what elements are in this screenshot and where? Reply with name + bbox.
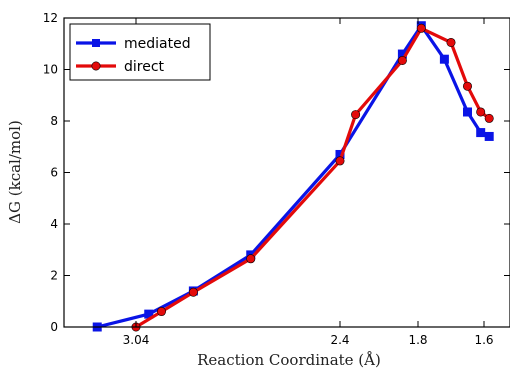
x-axis-label: Reaction Coordinate (Å): [197, 351, 381, 369]
data-point-direct: [246, 254, 256, 264]
x-tick-label: 2.4: [330, 333, 349, 347]
data-point-direct: [351, 110, 361, 120]
data-point-direct: [446, 37, 456, 47]
y-tick-label: 10: [43, 63, 58, 77]
data-point-direct: [335, 156, 345, 166]
y-tick-label: 8: [50, 114, 58, 128]
y-tick-label: 4: [50, 217, 58, 231]
legend: mediated direct: [69, 23, 211, 81]
legend-label-mediated: mediated: [124, 36, 191, 52]
x-tick-label: 1.8: [408, 333, 427, 347]
legend-label-direct: direct: [124, 59, 165, 75]
data-point-mediated: [484, 131, 494, 141]
data-point-direct: [476, 107, 486, 117]
y-tick-label: 0: [50, 320, 58, 334]
data-point-direct: [416, 23, 426, 33]
data-point-direct: [188, 287, 198, 297]
axes: 0 2 4 6 8 10 12 3.04 2.4 1.8 1.6: [43, 11, 510, 347]
data-point-direct: [484, 113, 494, 123]
y-tick-label: 2: [50, 269, 58, 283]
series-line-direct: [134, 26, 491, 329]
legend-marker-direct: [91, 61, 101, 71]
data-point-mediated: [463, 107, 472, 117]
data-point-direct: [157, 307, 167, 317]
x-tick-label: 3.04: [123, 333, 150, 347]
legend-box: [69, 23, 211, 81]
x-tick-label: 1.6: [474, 333, 493, 347]
y-axis-label: ΔG (kcal/mol): [6, 120, 24, 224]
data-point-direct: [397, 55, 407, 65]
y-tick-label: 6: [50, 166, 58, 180]
data-point-direct: [462, 81, 472, 91]
y-tick-label: 12: [43, 11, 58, 25]
data-point-mediated: [439, 54, 449, 64]
data-point-mediated: [476, 128, 486, 138]
legend-marker-mediated: [92, 39, 100, 47]
